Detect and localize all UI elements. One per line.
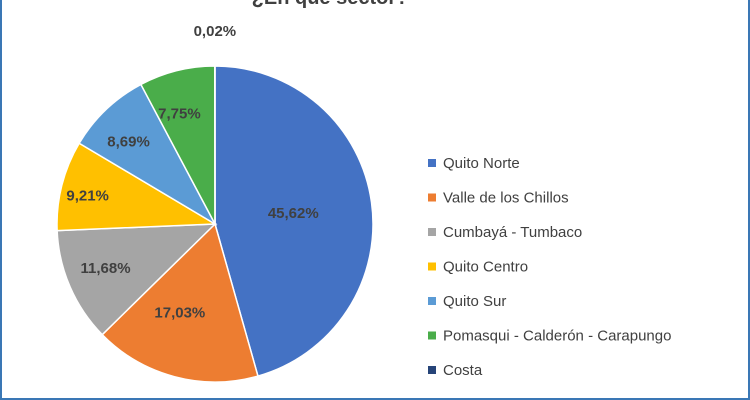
legend-swatch <box>428 228 436 236</box>
pie-slices <box>56 65 374 383</box>
legend-label: Quito Norte <box>443 155 520 172</box>
legend-swatch <box>428 193 436 202</box>
slice-label: 45,62% <box>268 205 319 222</box>
slice-label: 17,03% <box>154 305 205 322</box>
legend: Quito Norte Valle de los Chillos Cumbayá -… <box>428 155 671 379</box>
legend-swatch <box>428 262 436 271</box>
legend-label: Cumbayá - Tumbaco <box>443 224 582 241</box>
slice-label: 7,75% <box>158 106 201 123</box>
legend-swatch <box>428 366 436 374</box>
pie-labels: 45,62% 17,03% 11,68% 9,21% 8,69% 7,75% 0,02% <box>66 23 318 321</box>
legend-label: Costa <box>443 362 483 379</box>
pie-slice <box>56 142 218 232</box>
legend-swatch <box>428 297 436 305</box>
slice-label: 9,21% <box>66 187 109 204</box>
pie-slice <box>214 65 374 377</box>
legend-label: Valle de los Chillos <box>443 190 569 207</box>
pie-slice <box>56 223 217 336</box>
legend-label: Pomasqui - Calderón - Carapungo <box>443 328 671 345</box>
legend-label: Quito Centro <box>443 259 528 276</box>
chart-title: ¿En qué sector? <box>252 0 409 9</box>
pie-slice <box>101 222 259 383</box>
slice-label: 8,69% <box>107 134 150 151</box>
slice-label: 0,02% <box>194 23 237 40</box>
slice-label: 11,68% <box>81 260 131 277</box>
pie-slice <box>78 83 217 227</box>
legend-label: Quito Sur <box>443 293 506 310</box>
legend-swatch <box>428 159 436 167</box>
legend-swatch <box>428 331 436 340</box>
